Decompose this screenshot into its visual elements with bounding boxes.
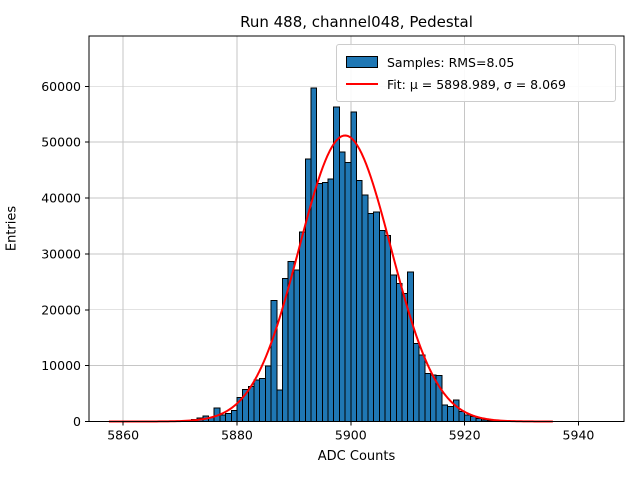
histogram-bar bbox=[299, 231, 306, 422]
histogram-bar bbox=[378, 229, 386, 422]
histogram-bar bbox=[407, 271, 414, 422]
x-axis-label: ADC Counts bbox=[317, 449, 396, 464]
histogram-bar bbox=[390, 274, 397, 422]
histogram-bar bbox=[259, 377, 266, 423]
histogram-swatch-icon bbox=[346, 56, 378, 68]
histogram-bar bbox=[316, 182, 323, 422]
legend: Samples: RMS=8.05 Fit: μ = 5898.989, σ =… bbox=[336, 44, 616, 102]
histogram-bar bbox=[464, 414, 471, 423]
histogram-bar bbox=[373, 211, 380, 422]
y-tick-label: 30000 bbox=[41, 246, 81, 261]
histogram-bar bbox=[367, 213, 375, 422]
histogram-bar bbox=[344, 161, 352, 422]
histogram-bar bbox=[338, 151, 346, 422]
histogram-bar bbox=[429, 374, 437, 423]
histogram-bar bbox=[350, 111, 357, 422]
axes-frame bbox=[88, 35, 625, 422]
histogram-bar bbox=[356, 180, 363, 422]
histogram-bar bbox=[321, 181, 329, 422]
histogram-bar bbox=[327, 178, 335, 422]
histogram-bar bbox=[333, 106, 340, 422]
y-tick-label: 60000 bbox=[41, 79, 81, 94]
legend-item-fit: Fit: μ = 5898.989, σ = 8.069 bbox=[346, 73, 605, 95]
histogram-bar bbox=[264, 365, 272, 422]
legend-samples-label: Samples: RMS=8.05 bbox=[387, 54, 515, 70]
histogram-bar bbox=[219, 414, 227, 423]
histogram-bar bbox=[293, 269, 301, 422]
legend-fit-label: Fit: μ = 5898.989, σ = 8.069 bbox=[387, 76, 566, 92]
histogram-bar bbox=[304, 158, 312, 422]
y-tick-label: 10000 bbox=[41, 358, 81, 373]
histogram-bar bbox=[225, 412, 232, 423]
y-tick-label: 50000 bbox=[41, 135, 81, 150]
fit-line-swatch-icon bbox=[346, 83, 378, 85]
x-tick-label: 5920 bbox=[449, 428, 481, 443]
fit-curve bbox=[108, 134, 553, 423]
y-tick-label: 0 bbox=[73, 414, 81, 429]
x-tick-label: 5860 bbox=[107, 428, 139, 443]
histogram-bar bbox=[310, 87, 318, 422]
histogram-bar bbox=[401, 293, 409, 422]
histogram-bar bbox=[253, 379, 261, 423]
histogram-bar bbox=[447, 406, 454, 423]
histogram-bar bbox=[395, 283, 403, 422]
histogram-bar bbox=[276, 389, 284, 422]
legend-item-samples: Samples: RMS=8.05 bbox=[346, 51, 605, 73]
x-tick-label: 5900 bbox=[335, 428, 367, 443]
histogram-bar bbox=[412, 342, 420, 423]
histogram-bar bbox=[384, 234, 392, 422]
x-tick-label: 5940 bbox=[563, 428, 595, 443]
histogram-bar bbox=[424, 372, 431, 423]
histogram-bar bbox=[270, 299, 278, 422]
x-tick-label: 5880 bbox=[221, 428, 253, 443]
histogram-bar bbox=[247, 386, 255, 422]
histogram-bar bbox=[361, 194, 369, 422]
histogram-bar bbox=[230, 410, 238, 423]
y-tick-label: 40000 bbox=[41, 191, 81, 206]
histogram-bar bbox=[469, 416, 477, 423]
y-tick-label: 20000 bbox=[41, 302, 81, 317]
histogram-bar bbox=[458, 411, 466, 423]
chart-title: Run 488, channel048, Pedestal bbox=[240, 13, 473, 31]
histogram-bar bbox=[441, 404, 449, 422]
y-axis-label: Entries bbox=[4, 205, 20, 252]
histogram-bar bbox=[418, 354, 426, 423]
